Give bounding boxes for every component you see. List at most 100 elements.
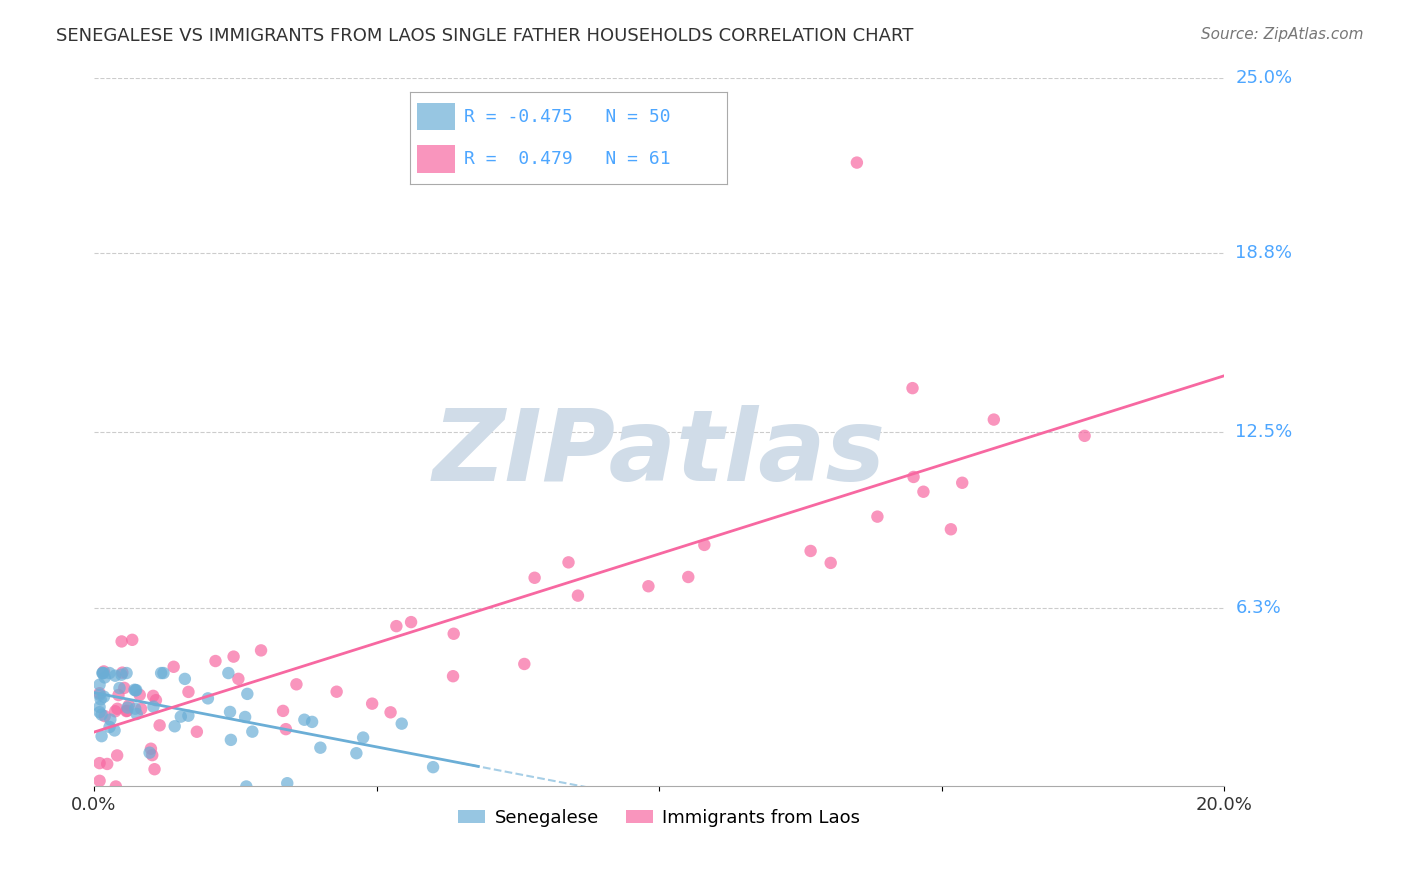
Point <box>557 555 579 569</box>
Point <box>228 672 250 686</box>
Point <box>110 667 132 681</box>
Point <box>121 632 143 647</box>
Point <box>361 697 384 711</box>
Point <box>91 666 114 681</box>
Point <box>90 729 112 743</box>
Point <box>93 670 115 684</box>
Point <box>523 571 546 585</box>
Text: SENEGALESE VS IMMIGRANTS FROM LAOS SINGLE FATHER HOUSEHOLDS CORRELATION CHART: SENEGALESE VS IMMIGRANTS FROM LAOS SINGL… <box>56 27 914 45</box>
Point <box>939 522 962 536</box>
Point <box>89 678 111 692</box>
Legend: Senegalese, Immigrants from Laos: Senegalese, Immigrants from Laos <box>451 802 868 834</box>
Point <box>197 691 219 706</box>
Point <box>309 740 332 755</box>
Point <box>235 780 257 794</box>
Point <box>107 702 129 716</box>
Point <box>177 685 200 699</box>
Text: 12.5%: 12.5% <box>1236 423 1292 441</box>
Text: Source: ZipAtlas.com: Source: ZipAtlas.com <box>1201 27 1364 42</box>
Point <box>89 688 111 702</box>
Point <box>115 704 138 718</box>
Point <box>222 649 245 664</box>
Point <box>115 666 138 681</box>
Point <box>233 710 256 724</box>
Point <box>142 689 165 703</box>
Point <box>96 756 118 771</box>
Point <box>110 634 132 648</box>
Point <box>219 705 242 719</box>
Point <box>104 704 127 718</box>
Text: 25.0%: 25.0% <box>1236 69 1292 87</box>
Point <box>276 776 298 790</box>
Point <box>163 660 186 674</box>
Point <box>98 720 121 734</box>
Point <box>236 687 259 701</box>
Point <box>912 484 935 499</box>
Text: 6.3%: 6.3% <box>1236 599 1281 617</box>
Point <box>115 704 138 718</box>
Point <box>124 683 146 698</box>
Point <box>91 666 114 681</box>
Point <box>118 698 141 713</box>
Point <box>173 672 195 686</box>
Point <box>391 716 413 731</box>
Point <box>108 681 131 695</box>
Point <box>104 780 127 794</box>
Point <box>143 762 166 776</box>
Point <box>217 666 239 681</box>
Point <box>98 666 121 681</box>
Point <box>111 665 134 680</box>
Point <box>693 538 716 552</box>
Point <box>219 732 242 747</box>
Point <box>204 654 226 668</box>
Point <box>285 677 308 691</box>
Point <box>1073 429 1095 443</box>
Text: 18.8%: 18.8% <box>1236 244 1292 262</box>
Point <box>271 704 294 718</box>
Point <box>567 589 589 603</box>
Point <box>950 475 973 490</box>
Point <box>637 579 659 593</box>
Point <box>441 669 464 683</box>
Point <box>103 723 125 738</box>
Point <box>145 693 167 707</box>
Point <box>274 722 297 736</box>
Point <box>89 756 111 771</box>
Point <box>250 643 273 657</box>
Point <box>866 509 889 524</box>
Point <box>399 615 422 629</box>
Point <box>94 709 117 723</box>
Point <box>170 709 193 723</box>
Point <box>443 626 465 640</box>
Text: ZIPatlas: ZIPatlas <box>433 405 886 502</box>
Point <box>301 714 323 729</box>
Point <box>125 683 148 698</box>
Point <box>124 701 146 715</box>
Point <box>513 657 536 671</box>
Point <box>983 412 1005 426</box>
Point <box>901 381 924 395</box>
Point <box>186 724 208 739</box>
Point <box>104 668 127 682</box>
Point <box>385 619 408 633</box>
Point <box>800 544 823 558</box>
Point <box>124 682 146 697</box>
Point <box>903 470 925 484</box>
Point <box>89 705 111 719</box>
Point <box>845 155 868 169</box>
Point <box>98 713 121 727</box>
Point <box>125 706 148 721</box>
Point <box>152 666 174 681</box>
Point <box>422 760 444 774</box>
Point <box>240 724 263 739</box>
Point <box>112 681 135 695</box>
Point <box>138 746 160 760</box>
Point <box>93 665 115 679</box>
Point <box>129 702 152 716</box>
Point <box>90 692 112 706</box>
Point <box>89 773 111 788</box>
Point <box>93 690 115 704</box>
Point <box>128 688 150 702</box>
Point <box>89 686 111 700</box>
Point <box>352 731 374 745</box>
